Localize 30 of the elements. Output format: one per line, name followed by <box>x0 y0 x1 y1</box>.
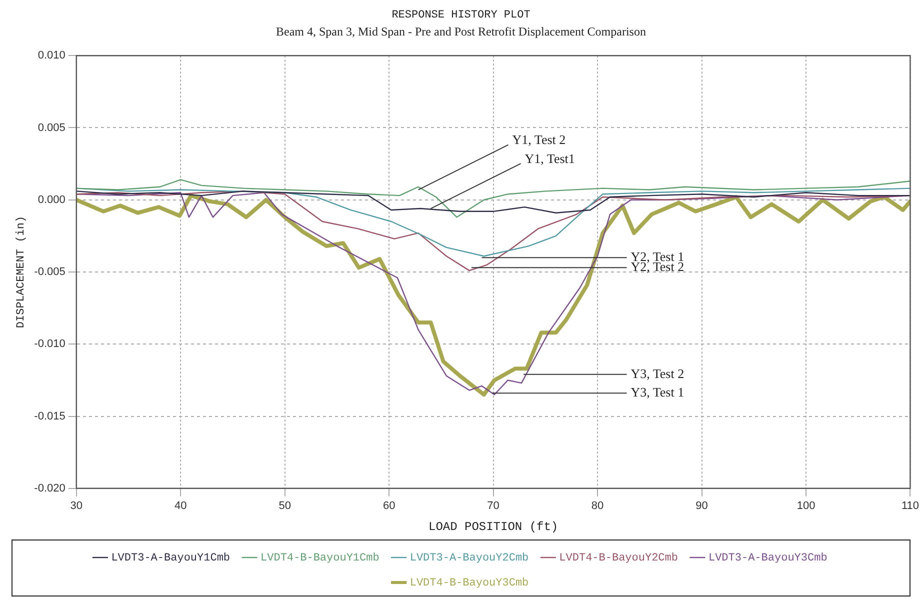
x-axis-title: LOAD POSITION (ft) <box>428 520 558 534</box>
y-tick-label: 0.000 <box>38 194 66 206</box>
legend-label: LVDT4-B-BayouY1Cmb <box>260 552 380 564</box>
legend-label: LVDT4-B-BayouY2Cmb <box>559 552 678 564</box>
y-tick-label: 0.010 <box>38 50 66 62</box>
legend-label: LVDT3-A-BayouY3Cmb <box>708 552 828 564</box>
x-tick-label: 70 <box>487 500 500 512</box>
y-tick-label: -0.015 <box>34 410 66 422</box>
legend-label: LVDT3-A-BayouY2Cmb <box>410 552 529 564</box>
x-tick-label: 40 <box>174 500 187 512</box>
x-tick-label: 50 <box>278 500 291 512</box>
x-tick-label: 100 <box>796 500 816 512</box>
y-tick-label: -0.020 <box>34 482 66 494</box>
y-tick-label: -0.005 <box>34 266 66 278</box>
chart-title: RESPONSE HISTORY PLOT <box>392 10 531 22</box>
annotation: Y1, Test1 <box>524 150 575 166</box>
chart-subtitle: Beam 4, Span 3, Mid Span - Pre and Post Retrofit Displacement Comparison <box>276 24 646 39</box>
annotation: Y3, Test 1 <box>630 384 684 400</box>
y-axis-title: DISPLACEMENT (in) <box>16 216 28 328</box>
y-tick-label: 0.005 <box>38 122 66 134</box>
legend-label: LVDT3-A-BayouY1Cmb <box>111 552 230 564</box>
x-tick-label: 30 <box>70 500 83 512</box>
x-tick-label: 110 <box>901 500 920 512</box>
x-tick-label: 90 <box>696 500 708 512</box>
y-tick-label: -0.010 <box>34 338 66 350</box>
annotation: Y1, Test 2 <box>512 132 566 148</box>
annotation: Y3, Test 2 <box>630 366 684 381</box>
x-tick-label: 60 <box>382 500 396 512</box>
x-tick-label: 80 <box>591 500 604 512</box>
legend-label: LVDT4-B-BayouY3Cmb <box>410 577 529 590</box>
